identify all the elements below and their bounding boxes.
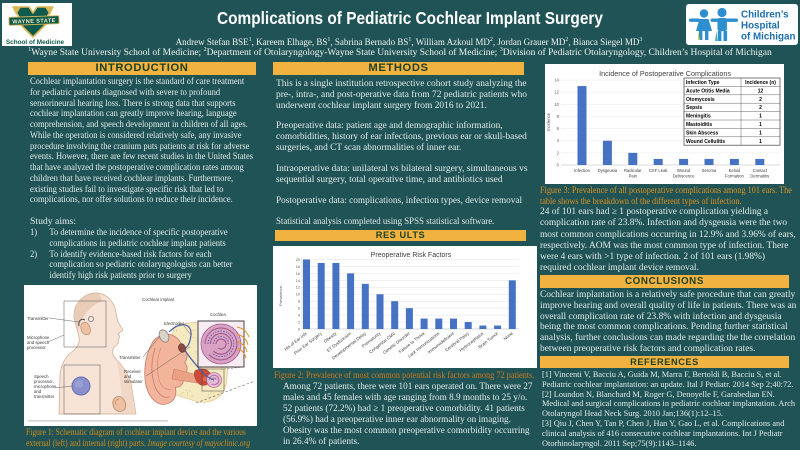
svg-text:18: 18 <box>296 265 300 269</box>
svg-text:Mastoiditis: Mastoiditis <box>686 122 712 128</box>
svg-text:Prevalence…: Prevalence… <box>278 282 283 306</box>
svg-text:Infection: Infection <box>574 168 591 173</box>
svg-text:8: 8 <box>557 114 560 119</box>
svg-text:14: 14 <box>554 78 559 83</box>
svg-text:Acute Otitis Media: Acute Otitis Media <box>686 88 730 94</box>
svg-text:Skin Abscess: Skin Abscess <box>686 130 719 136</box>
svg-text:Dermatitis: Dermatitis <box>750 174 769 179</box>
svg-text:Wound: Wound <box>677 168 691 173</box>
svg-text:stimulator: stimulator <box>124 379 143 384</box>
svg-text:Dysgeusia: Dysgeusia <box>598 168 618 173</box>
svg-text:1: 1 <box>759 122 762 128</box>
svg-text:Infection Type: Infection Type <box>686 80 720 86</box>
svg-text:1: 1 <box>759 130 762 136</box>
svg-text:2: 2 <box>298 321 300 325</box>
svg-text:Sepsis: Sepsis <box>686 105 702 111</box>
svg-text:transmitter: transmitter <box>34 394 55 399</box>
svg-text:4: 4 <box>298 314 300 318</box>
svg-text:0: 0 <box>298 327 300 331</box>
svg-text:processor,: processor, <box>34 379 54 384</box>
svg-text:Contact: Contact <box>753 168 768 173</box>
svg-text:1: 1 <box>759 139 762 145</box>
svg-text:microphone: microphone <box>34 384 57 389</box>
svg-text:12: 12 <box>554 90 559 95</box>
svg-text:Transmitter: Transmitter <box>27 316 49 321</box>
svg-text:None: None <box>503 331 515 342</box>
svg-text:Seroma: Seroma <box>702 168 717 173</box>
svg-text:Keloid: Keloid <box>729 168 741 173</box>
svg-text:Radicular: Radicular <box>624 168 642 173</box>
svg-text:6: 6 <box>298 307 300 311</box>
svg-text:20: 20 <box>296 258 300 262</box>
svg-text:WAYNE STATE: WAYNE STATE <box>12 18 56 26</box>
svg-text:12: 12 <box>758 88 764 94</box>
svg-text:0: 0 <box>557 163 560 168</box>
svg-text:14: 14 <box>296 279 300 283</box>
svg-text:processor: processor <box>27 345 46 350</box>
svg-text:Preoperative Risk Factors: Preoperative Risk Factors <box>371 252 452 259</box>
svg-text:Speech: Speech <box>34 374 49 379</box>
svg-text:10: 10 <box>296 293 300 297</box>
svg-text:Wound Cellulitis: Wound Cellulitis <box>686 139 725 145</box>
svg-text:8: 8 <box>298 300 300 304</box>
svg-text:4: 4 <box>557 138 560 143</box>
svg-text:2: 2 <box>759 97 762 103</box>
svg-text:Formation: Formation <box>725 174 745 179</box>
svg-text:1: 1 <box>759 114 762 120</box>
svg-text:Cochlea: Cochlea <box>210 312 226 317</box>
svg-text:10: 10 <box>554 102 559 107</box>
svg-text:School of Medicine: School of Medicine <box>6 39 65 46</box>
svg-text:Transmitter: Transmitter <box>119 355 141 360</box>
svg-text:Receiver: Receiver <box>124 369 142 374</box>
svg-text:of Michigan: of Michigan <box>741 32 795 43</box>
svg-text:6: 6 <box>557 126 560 131</box>
svg-text:Pain: Pain <box>629 174 638 179</box>
svg-text:Incidence (n): Incidence (n) <box>745 80 776 86</box>
svg-text:Otomycosis: Otomycosis <box>686 97 715 103</box>
svg-text:Children’s: Children’s <box>741 10 789 21</box>
svg-text:Dehiscence: Dehiscence <box>673 174 696 179</box>
svg-text:Cochlear implant: Cochlear implant <box>142 297 175 302</box>
svg-text:Hospital: Hospital <box>741 21 780 32</box>
svg-text:Microphone: Microphone <box>27 335 50 340</box>
svg-text:Incidence of Postoperative Com: Incidence of Postoperative Complications <box>599 69 731 78</box>
svg-text:and speech: and speech <box>27 340 50 345</box>
svg-text:Meningitis: Meningitis <box>686 114 711 120</box>
svg-text:12: 12 <box>296 286 300 290</box>
svg-text:2: 2 <box>557 150 560 155</box>
svg-text:2: 2 <box>759 105 762 111</box>
svg-text:CSF Leak: CSF Leak <box>649 168 669 173</box>
svg-text:16: 16 <box>296 272 300 276</box>
svg-text:Electrodes: Electrodes <box>164 321 184 326</box>
svg-text:Incidence: Incidence <box>546 112 551 131</box>
svg-text:and: and <box>124 374 132 379</box>
svg-text:and: and <box>34 389 42 394</box>
